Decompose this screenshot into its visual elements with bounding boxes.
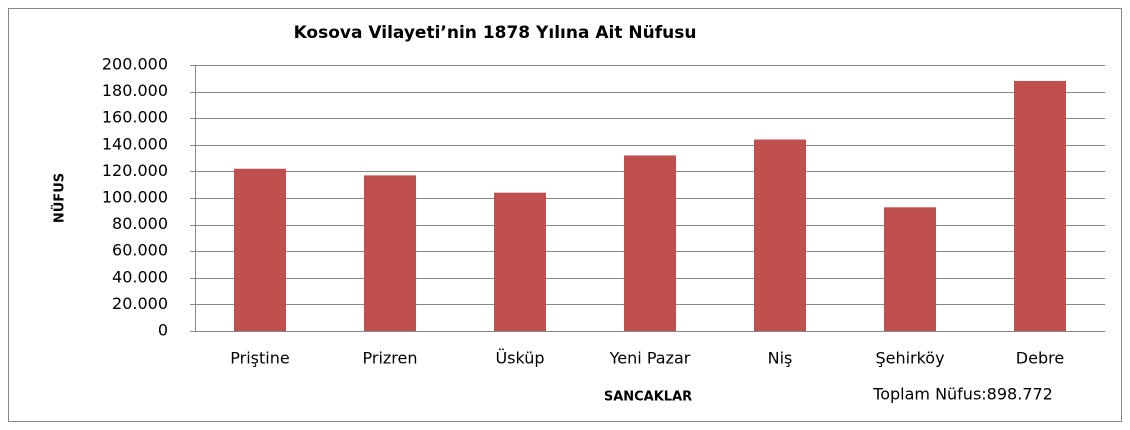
x-tick-label: Üsküp [495,349,544,368]
x-tick-label: Yeni Pazar [609,349,691,368]
bar [754,139,806,331]
y-tick-label: 200.000 [102,55,168,74]
y-tick-label: 60.000 [112,241,168,260]
annotation: Toplam Nüfus:898.772 [872,385,1053,404]
y-tick-label: 80.000 [112,214,168,233]
bar [234,168,286,331]
y-axis-title: NÜFUS [52,173,68,223]
x-axis-title: SANCAKLAR [604,390,692,405]
x-tick-label: Prizren [363,349,418,368]
bar [494,192,546,331]
y-tick-label: 0 [158,321,168,340]
y-tick-label: 40.000 [112,267,168,286]
y-tick-label: 140.000 [102,134,168,153]
x-tick-label: Niş [768,349,793,368]
bar [364,175,416,331]
chart-title: Kosova Vilayeti’nin 1878 Yılına Ait Nüfu… [294,23,697,43]
x-tick-label: Şehirköy [875,349,944,368]
y-tick-label: 20.000 [112,294,168,313]
y-tick-label: 160.000 [102,108,168,127]
x-tick-label: Debre [1016,349,1064,368]
bar [624,155,676,331]
bar [884,207,936,331]
y-tick-label: 100.000 [102,188,168,207]
bar [1014,80,1066,332]
y-tick-label: 120.000 [102,161,168,180]
y-tick-label: 180.000 [102,81,168,100]
x-tick-label: Priştine [230,349,289,368]
chart-border [8,8,1122,422]
